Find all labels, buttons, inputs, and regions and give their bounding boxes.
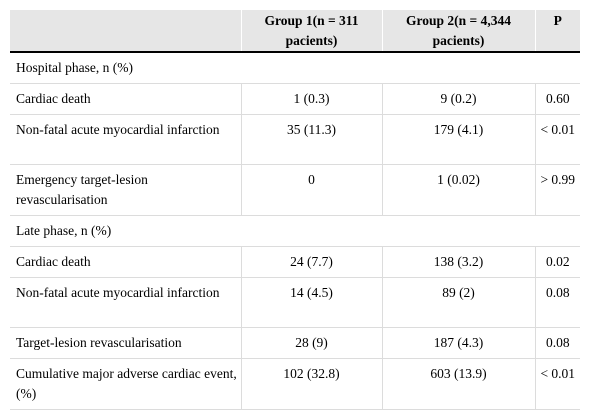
p-value: 0.02 <box>534 246 580 278</box>
group-2-value: 179 (4.1) <box>381 114 535 165</box>
section-title: Hospital phase, n (%) <box>10 52 580 84</box>
group-1-value: 0 <box>240 164 382 216</box>
section-row-hospital: Hospital phase, n (%) <box>10 52 580 84</box>
header-group-2: Group 2(n = 4,344 pacients) <box>381 10 535 53</box>
p-value: 0.60 <box>534 83 580 115</box>
p-value: < 0.01 <box>534 358 580 410</box>
group-1-value: 102 (32.8) <box>240 358 382 410</box>
p-value: > 0.99 <box>534 164 580 216</box>
row-label: Non-fatal acute myocardial infarction <box>10 114 241 165</box>
table-row: Target-lesion revascularisation 28 (9) 1… <box>10 327 580 359</box>
table-row: Non-fatal acute myocardial infarction 14… <box>10 277 580 328</box>
section-title: Late phase, n (%) <box>10 215 580 247</box>
p-value: 0.08 <box>534 277 580 328</box>
group-1-value: 35 (11.3) <box>240 114 382 165</box>
table-row: Cardiac death 24 (7.7) 138 (3.2) 0.02 <box>10 246 580 278</box>
row-label: Target-lesion revascularisation <box>10 327 241 359</box>
table-row: Cardiac death 1 (0.3) 9 (0.2) 0.60 <box>10 83 580 115</box>
row-label: Non-fatal acute myocardial infarction <box>10 277 241 328</box>
row-label: Emergency target-lesion revascularisatio… <box>10 164 241 216</box>
header-p-value: P <box>534 10 580 53</box>
header-blank <box>10 10 241 53</box>
group-2-value: 9 (0.2) <box>381 83 535 115</box>
group-1-value: 1 (0.3) <box>240 83 382 115</box>
group-1-value: 28 (9) <box>240 327 382 359</box>
results-table-container: Group 1(n = 311 pacients) Group 2(n = 4,… <box>10 10 580 410</box>
table-row: Emergency target-lesion revascularisatio… <box>10 164 580 216</box>
group-2-value: 187 (4.3) <box>381 327 535 359</box>
table-row-total: Cumulative major adverse cardiac event, … <box>10 358 580 410</box>
group-2-value: 89 (2) <box>381 277 535 328</box>
group-2-value: 138 (3.2) <box>381 246 535 278</box>
group-2-value: 603 (13.9) <box>381 358 535 410</box>
p-value: < 0.01 <box>534 114 580 165</box>
row-label: Cardiac death <box>10 83 241 115</box>
header-group-1: Group 1(n = 311 pacients) <box>240 10 382 53</box>
row-label: Cumulative major adverse cardiac event, … <box>10 358 241 410</box>
group-1-value: 14 (4.5) <box>240 277 382 328</box>
table-body: Hospital phase, n (%) Cardiac death 1 (0… <box>10 52 580 410</box>
row-label: Cardiac death <box>10 246 241 278</box>
group-1-value: 24 (7.7) <box>240 246 382 278</box>
p-value: 0.08 <box>534 327 580 359</box>
table-row: Non-fatal acute myocardial infarction 35… <box>10 114 580 165</box>
section-row-late: Late phase, n (%) <box>10 215 580 247</box>
table-header: Group 1(n = 311 pacients) Group 2(n = 4,… <box>10 10 580 53</box>
group-2-value: 1 (0.02) <box>381 164 535 216</box>
results-table: Group 1(n = 311 pacients) Group 2(n = 4,… <box>10 10 580 410</box>
